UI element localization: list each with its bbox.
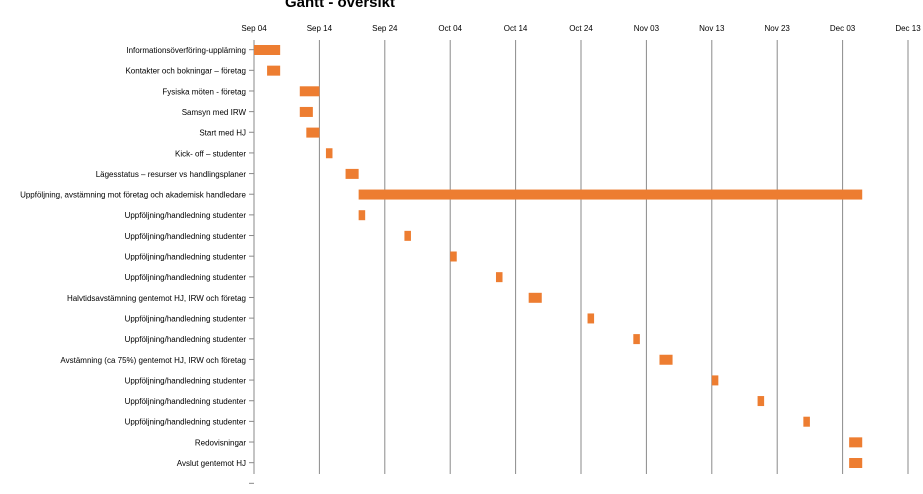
- task-bar: [757, 396, 765, 407]
- task-bar: [358, 189, 863, 200]
- task-label: Fysiska möten - företag: [162, 87, 246, 96]
- task-label: Kick- off – studenter: [175, 149, 246, 158]
- task-bar: [450, 251, 457, 262]
- x-tick-label: Dec 03: [830, 24, 856, 33]
- x-tick-label: Dec 13: [895, 24, 921, 33]
- task-label: Uppföljning/handledning studenter: [125, 253, 247, 262]
- x-tick-label: Sep 24: [372, 24, 398, 33]
- task-label: Samsyn med IRW: [182, 108, 247, 117]
- x-tick-label: Nov 23: [765, 24, 791, 33]
- x-tick-label: Sep 14: [307, 24, 333, 33]
- task-bar: [803, 416, 810, 427]
- task-label: Uppföljning/handledning studenter: [125, 314, 247, 323]
- task-label: Start med HJ: [199, 129, 246, 138]
- task-bar: [659, 354, 673, 365]
- x-tick-label: Oct 14: [504, 24, 528, 33]
- task-bar: [587, 313, 595, 324]
- chart-title: Gantt - översikt: [284, 0, 396, 11]
- task-bar: [254, 45, 281, 55]
- task-bar: [299, 86, 320, 97]
- task-bar: [849, 437, 863, 448]
- task-label: Uppföljning, avstämning mot företag och …: [20, 191, 246, 200]
- x-tick-label: Nov 13: [699, 24, 725, 33]
- task-label: Halvtidsavstämning gentemot HJ, IRW och …: [67, 294, 246, 303]
- x-tick-label: Nov 03: [634, 24, 660, 33]
- task-bar: [528, 292, 542, 303]
- task-bar: [299, 106, 313, 117]
- task-bar: [267, 65, 281, 76]
- task-bar: [495, 272, 503, 283]
- task-bar: [345, 168, 359, 179]
- task-bar: [404, 230, 411, 241]
- task-label: Lägesstatus – resurser vs handlingsplane…: [96, 170, 247, 179]
- task-label: Uppföljning/handledning studenter: [125, 232, 247, 241]
- task-label: Uppföljning/handledning studenter: [125, 211, 247, 220]
- task-label: Informationsöverföring-upplärning: [126, 46, 246, 55]
- task-label: Avstämning (ca 75%) gentemot HJ, IRW och…: [60, 356, 246, 365]
- task-label: Uppföljning/handledning studenter: [125, 376, 247, 385]
- task-label: Avslut gentemot HJ: [177, 459, 246, 468]
- task-label: Uppföljning/handledning studenter: [125, 273, 247, 282]
- x-tick-label: Oct 24: [569, 24, 593, 33]
- task-label: Uppföljning/handledning studenter: [125, 397, 247, 406]
- task-bar: [633, 334, 640, 345]
- x-tick-label: Oct 04: [438, 24, 462, 33]
- task-label: Uppföljning/handledning studenter: [125, 418, 247, 427]
- task-bar: [358, 210, 366, 221]
- task-bar: [849, 458, 863, 468]
- task-label: Kontakter och bokningar – företag: [125, 67, 246, 76]
- task-bar: [711, 375, 719, 386]
- task-bar: [325, 148, 333, 159]
- task-bar: [306, 127, 320, 138]
- x-tick-label: Sep 04: [241, 24, 267, 33]
- task-label: Redovisningar: [195, 438, 246, 447]
- task-label: Uppföljning/handledning studenter: [125, 335, 247, 344]
